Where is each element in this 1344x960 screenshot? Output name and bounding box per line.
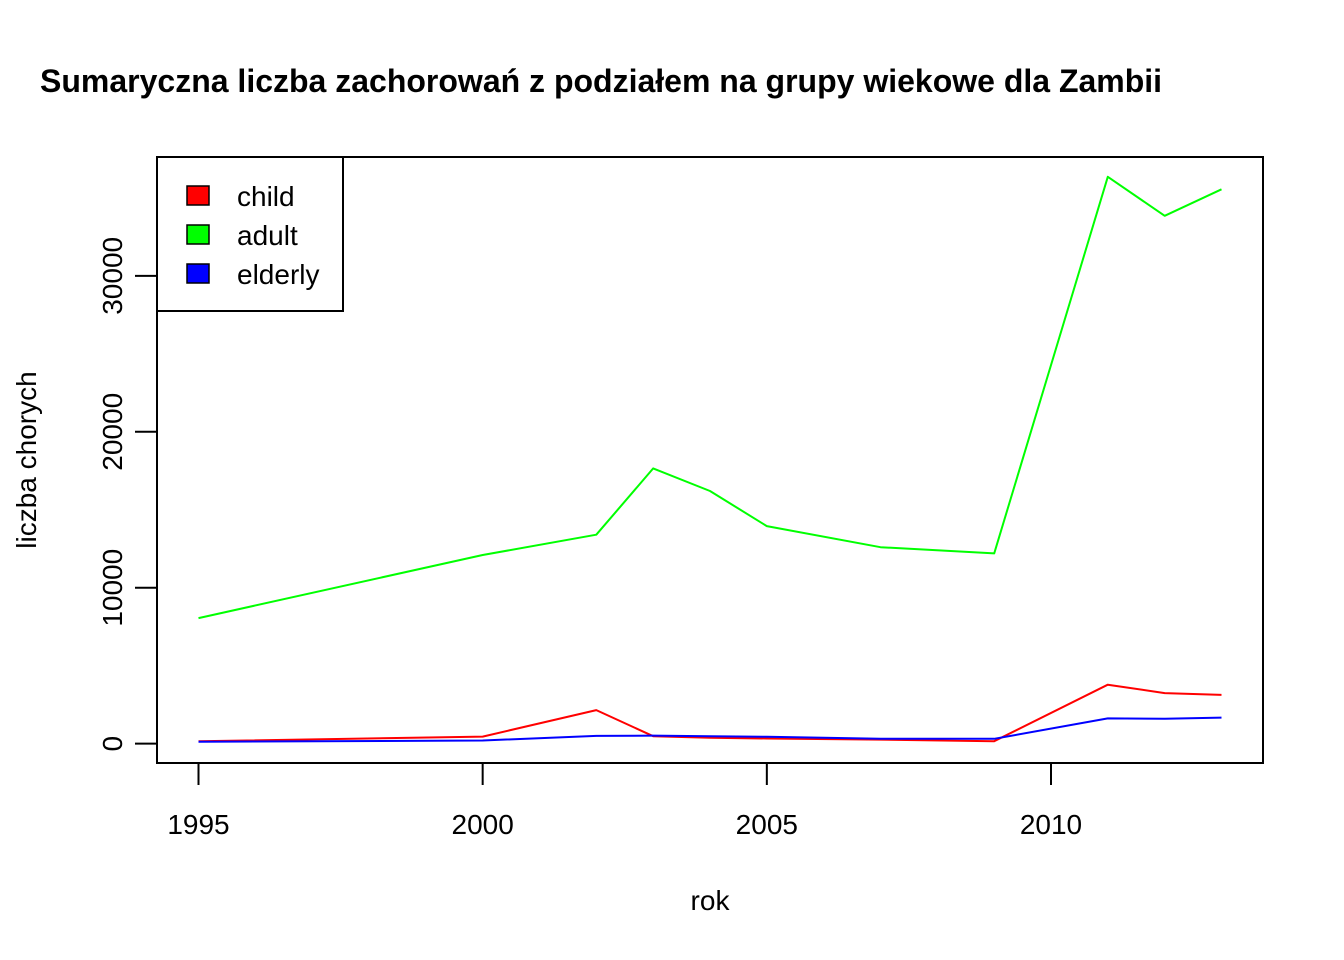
y-axis: 0 10000 20000 30000 — [97, 237, 158, 752]
chart-title: Sumaryczna liczba zachorowań z podziałem… — [40, 63, 1162, 99]
legend-swatch-adult — [186, 224, 210, 245]
x-axis-label: rok — [691, 885, 731, 916]
series-line-adult — [198, 175, 1222, 620]
x-axis: 1995 2000 2005 2010 — [167, 762, 1082, 840]
legend-swatch-elderly — [186, 263, 210, 284]
series-line-elderly — [198, 716, 1222, 743]
y-axis-label: liczba chorych — [11, 371, 42, 548]
series-line-child — [198, 683, 1222, 743]
legend-label-child: child — [237, 181, 295, 212]
x-tick-label: 2005 — [736, 809, 798, 840]
y-tick-label: 20000 — [97, 393, 128, 471]
y-tick-label: 30000 — [97, 237, 128, 315]
y-tick-label: 10000 — [97, 549, 128, 627]
legend-label-adult: adult — [237, 220, 298, 251]
x-tick-label: 1995 — [167, 809, 229, 840]
series-layer — [198, 175, 1222, 743]
legend-label-elderly: elderly — [237, 259, 319, 290]
x-tick-label: 2000 — [452, 809, 514, 840]
x-tick-label: 2010 — [1020, 809, 1082, 840]
y-tick-label: 0 — [97, 736, 128, 752]
legend-swatch-child — [186, 185, 210, 206]
legend: child adult elderly — [156, 156, 344, 312]
